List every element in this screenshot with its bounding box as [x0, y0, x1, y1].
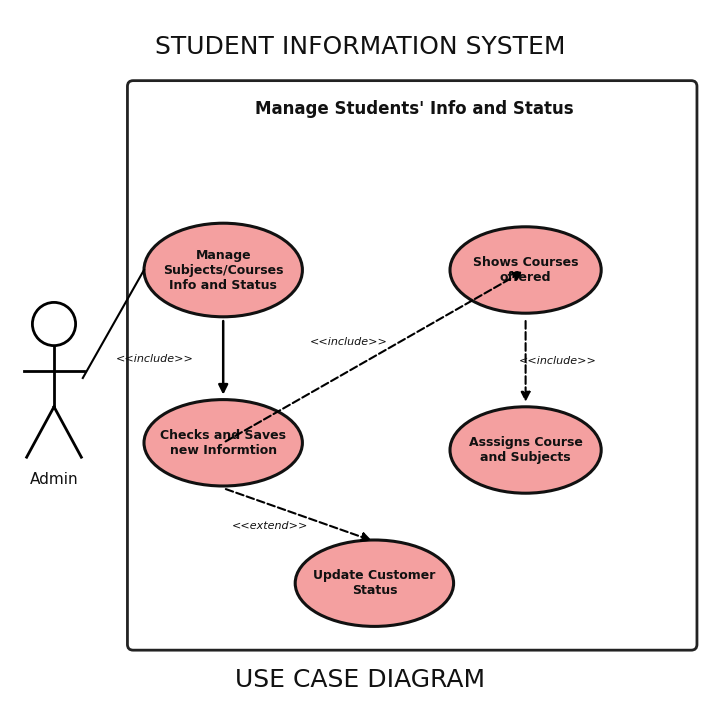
Text: <<include>>: <<include>> [519, 356, 597, 366]
Text: Manage
Subjects/Courses
Info and Status: Manage Subjects/Courses Info and Status [163, 248, 284, 292]
Ellipse shape [144, 400, 302, 486]
Text: Update Customer
Status: Update Customer Status [313, 570, 436, 597]
Text: Checks and Saves
new Informtion: Checks and Saves new Informtion [160, 429, 287, 456]
Ellipse shape [295, 540, 454, 626]
Text: Shows Courses
offered: Shows Courses offered [473, 256, 578, 284]
Text: USE CASE DIAGRAM: USE CASE DIAGRAM [235, 668, 485, 693]
Ellipse shape [450, 227, 601, 313]
Text: <<extend>>: <<extend>> [232, 521, 308, 531]
Text: Admin: Admin [30, 472, 78, 487]
FancyBboxPatch shape [127, 81, 697, 650]
Text: <<include>>: <<include>> [116, 354, 194, 364]
Ellipse shape [144, 223, 302, 317]
Text: STUDENT INFORMATION SYSTEM: STUDENT INFORMATION SYSTEM [155, 35, 565, 59]
Ellipse shape [450, 407, 601, 493]
Text: Asssigns Course
and Subjects: Asssigns Course and Subjects [469, 436, 582, 464]
Text: <<include>>: <<include>> [310, 337, 388, 347]
Text: Manage Students' Info and Status: Manage Students' Info and Status [255, 101, 573, 119]
